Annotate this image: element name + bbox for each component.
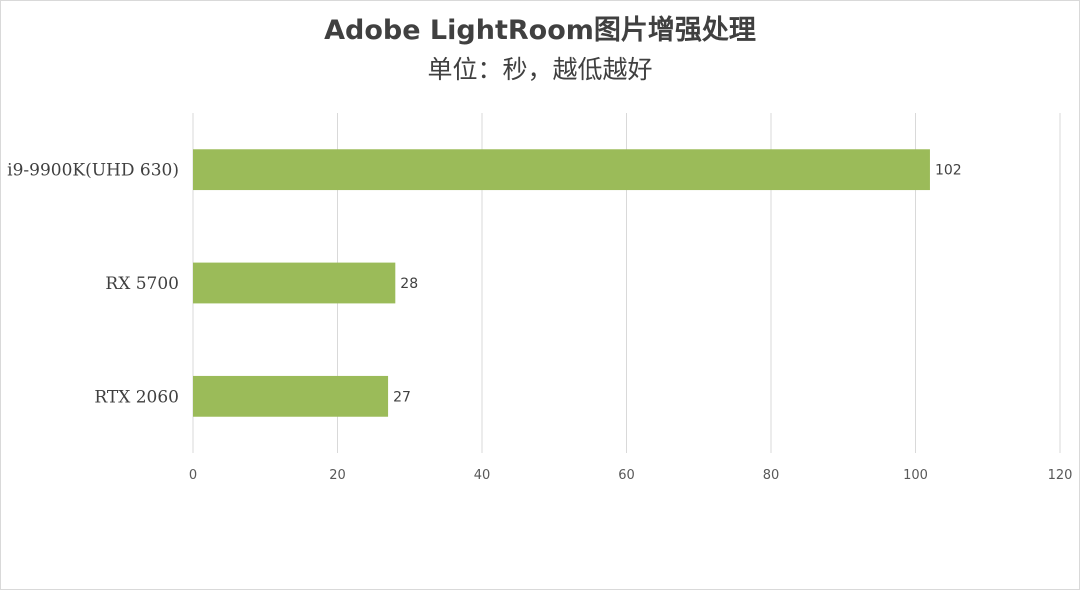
x-tick-label: 80 — [763, 468, 780, 483]
category-labels: i9-9900K(UHD 630) RX 5700 RTX 2060 — [7, 161, 179, 408]
category-label: i9-9900K(UHD 630) — [7, 161, 179, 181]
category-label: RTX 2060 — [94, 387, 179, 407]
chart-subtitle: 单位：秒，越低越好 — [427, 55, 653, 84]
bar — [193, 375, 389, 417]
chart-title: Adobe LightRoom图片增强处理 — [324, 15, 756, 46]
x-tick-label: 20 — [329, 468, 346, 483]
bar — [193, 262, 396, 304]
category-label: RX 5700 — [105, 274, 179, 294]
x-tick-label: 0 — [189, 468, 197, 483]
bar — [193, 149, 930, 191]
data-labels: 102 28 27 — [393, 163, 962, 406]
data-label: 27 — [393, 389, 411, 405]
x-tick-label: 100 — [903, 468, 928, 483]
x-tick-label: 120 — [1048, 468, 1073, 483]
x-tick-label: 60 — [618, 468, 635, 483]
data-label: 102 — [935, 163, 962, 179]
x-tick-labels: 0 20 40 60 80 100 120 — [189, 468, 1073, 483]
bars — [193, 149, 930, 417]
x-tick-label: 40 — [474, 468, 491, 483]
data-label: 28 — [400, 276, 418, 292]
